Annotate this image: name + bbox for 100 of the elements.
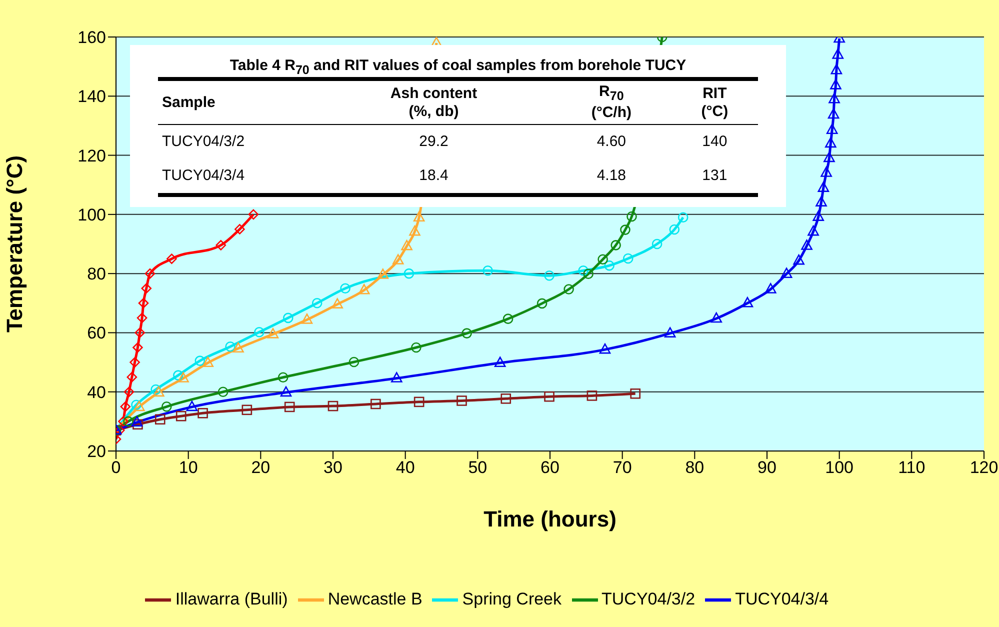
annotation: Ash content (%, db) [389,84,478,122]
point [801,240,812,250]
point [630,388,641,399]
x-tick-label: 60 [540,458,560,478]
point [742,296,754,308]
point [150,384,161,395]
point [536,298,548,309]
annotation: R$_{70}$ (°C/h) [590,82,632,123]
point [626,211,637,222]
point [136,312,148,324]
annotation: 131 [701,166,728,186]
point [456,396,467,406]
annotation: 29.2 [418,132,450,152]
point [764,283,776,294]
point [278,372,288,383]
legend-label: Newcastle B [328,589,422,608]
y-tick-label: 140 [78,87,106,106]
x-tick-label: 110 [898,458,926,478]
point [462,328,472,338]
y-tick-label: 100 [78,205,106,224]
legend-label: Spring Creek [462,589,562,608]
point [780,268,792,278]
point [808,225,819,236]
point [267,328,279,338]
point [194,356,206,366]
point [178,372,189,382]
point [812,210,824,221]
point [678,212,688,223]
point [818,182,830,192]
point [824,152,835,162]
point [358,284,370,294]
text: Table 4 R$_{70}$ and RIT values of coal samples from borehole TUCY [228,57,688,77]
annotation: 140 [701,132,728,152]
point [132,419,143,430]
point [161,401,172,412]
point [370,398,381,410]
point [144,268,156,279]
point [826,124,838,134]
point [482,265,493,276]
point [578,265,588,276]
point [120,401,131,412]
point [404,268,414,279]
x-axis-title: Time (hours) [484,506,616,532]
legend-label: TUCY04/3/2 [602,589,696,608]
point [301,314,313,324]
point [332,298,343,308]
x-tick-label: 40 [396,458,415,478]
point [599,343,611,354]
point [610,240,621,250]
point [544,391,554,402]
x-tick-label: 20 [251,458,270,478]
point [280,386,292,397]
point [232,342,244,353]
point [130,357,140,368]
point [173,370,184,380]
y-tick-label: 20 [87,442,106,462]
y-tick-label: 40 [87,382,106,402]
annotation: TUCY04/3/4 [161,166,246,186]
point [340,283,350,294]
point [234,224,245,234]
point [830,64,842,74]
point [141,283,152,294]
point [198,408,208,418]
point [134,328,146,338]
point [586,390,598,401]
legend-label: Illawarra (Bulli) [175,589,288,608]
legend-label: TUCY04/3/4 [735,589,829,608]
point [620,224,630,235]
y-tick-label: 60 [87,324,106,343]
point [583,268,594,280]
x-tick-label: 50 [468,458,488,478]
point [124,386,134,398]
x-tick-label: 10 [178,458,198,478]
point [793,254,804,265]
point [825,137,836,148]
point [414,396,424,408]
point [118,416,128,427]
y-tick-label: 80 [87,264,106,284]
point [622,253,634,264]
point [138,298,149,308]
point [153,386,164,397]
point [242,404,252,416]
annotation: 18.4 [418,166,450,186]
point [411,342,422,353]
y-tick-label: 160 [78,28,106,48]
point [248,209,259,220]
point [186,400,198,412]
point [132,342,143,353]
point [598,254,608,265]
x-tick-label: 90 [758,458,776,478]
point [401,240,412,250]
point [123,416,134,427]
point [202,356,214,368]
x-tick-label: 80 [685,458,704,478]
point [669,224,680,235]
point [710,312,722,323]
annotation: TUCY04/3/2 [161,132,246,152]
x-tick-label: 0 [111,458,121,478]
x-tick-label: 100 [825,458,854,478]
annotation: 4.18 [596,166,628,186]
